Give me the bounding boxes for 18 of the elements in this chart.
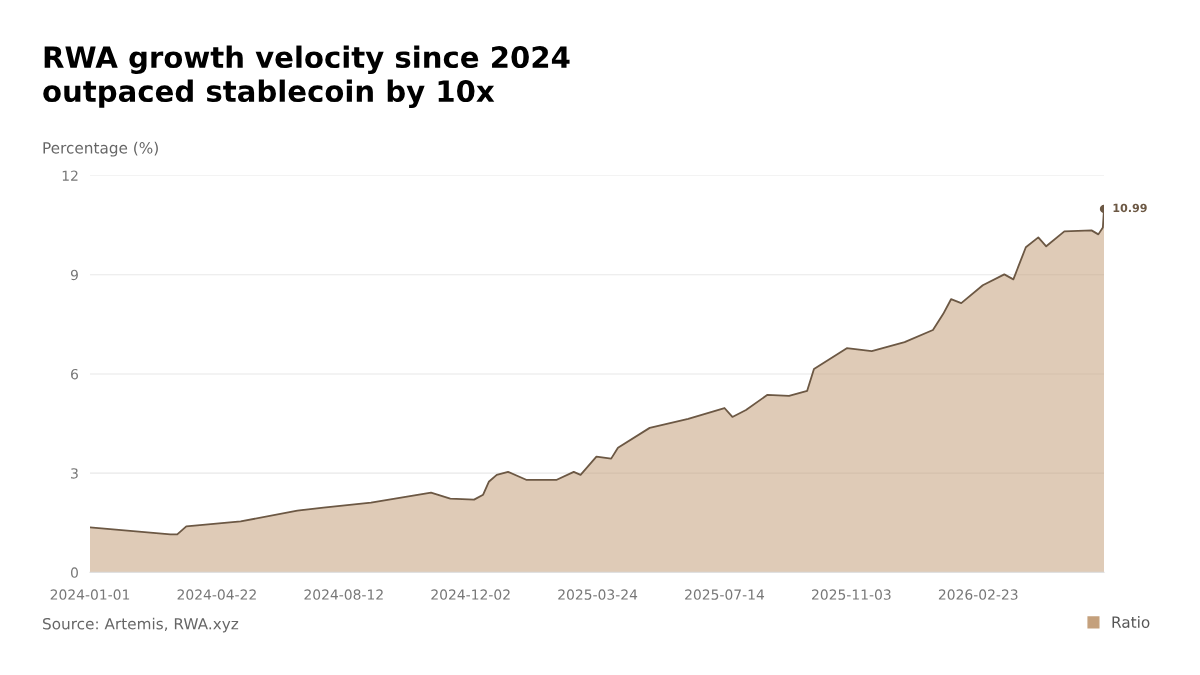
legend-label: Ratio bbox=[1112, 616, 1150, 628]
y-tick-label: 9 bbox=[70, 269, 78, 281]
x-tick-label: 2024-12-02 bbox=[431, 589, 510, 600]
y-tick-label: 6 bbox=[71, 368, 79, 380]
x-tick-label: 2025-03-24 bbox=[558, 589, 638, 600]
x-tick-label: 2026-02-23 bbox=[938, 589, 1018, 600]
x-tick-label: 2024-08-12 bbox=[304, 589, 383, 600]
annotation: 10.99 bbox=[1113, 203, 1147, 213]
source-note: Source: Artemis, RWA.xyz bbox=[43, 617, 239, 633]
x-tick-label: 2025-07-14 bbox=[685, 589, 765, 600]
x-tick-label: 2024-04-22 bbox=[177, 589, 256, 600]
y-tick-label: 0 bbox=[70, 567, 78, 578]
chart-title: RWA growth velocity since 2024 outpaced stablecoin by 10x bbox=[43, 45, 570, 108]
y-tick-label: 12 bbox=[62, 170, 78, 181]
y-axis-title: Percentage (%) bbox=[43, 141, 158, 157]
x-tick-label: 2025-11-03 bbox=[812, 589, 891, 600]
x-tick-label: 2024-01-01 bbox=[50, 589, 130, 600]
y-tick-label: 3 bbox=[71, 468, 78, 479]
